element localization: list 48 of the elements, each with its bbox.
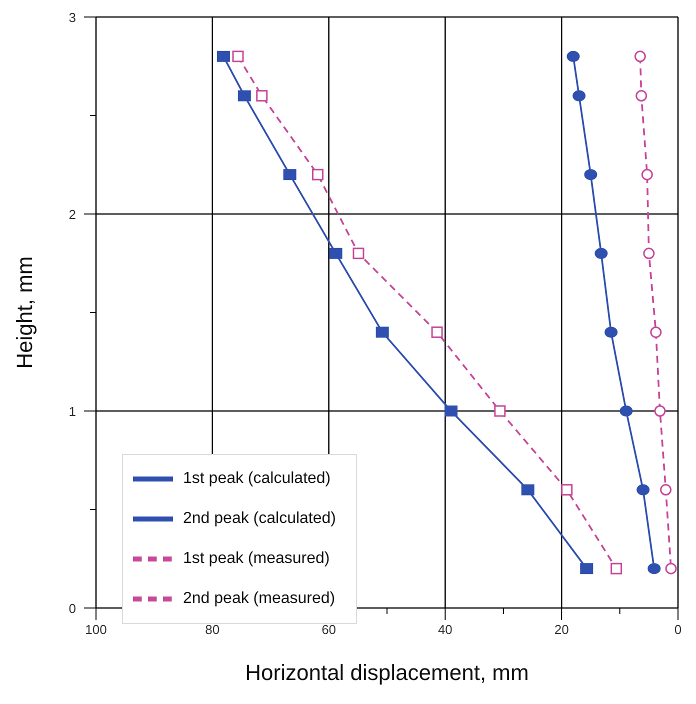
x-tick-label: 100: [85, 622, 107, 637]
point: [594, 248, 608, 259]
point: [610, 562, 622, 574]
point: [521, 484, 534, 496]
point: [665, 562, 677, 574]
legend-label: 2nd peak (measured): [183, 590, 336, 608]
point: [232, 50, 244, 62]
point: [431, 326, 443, 338]
y-tick-label: 3: [68, 10, 76, 25]
y-tick-label: 0: [68, 601, 76, 616]
y-tick-label: 2: [68, 207, 76, 222]
point: [561, 484, 573, 496]
point: [283, 169, 296, 180]
point: [572, 90, 586, 102]
y-axis-title: Height, mm: [12, 256, 37, 369]
x-axis-title: Horizontal displacement, mm: [245, 660, 529, 685]
point: [312, 168, 324, 180]
point: [352, 248, 364, 260]
point: [494, 405, 506, 417]
point: [634, 50, 646, 62]
point: [580, 563, 594, 574]
point: [256, 90, 268, 102]
point: [444, 406, 458, 416]
legend-label: 1st peak (calculated): [183, 470, 331, 488]
legend-label: 2nd peak (calculated): [183, 510, 336, 528]
point: [566, 50, 580, 62]
y-tick-label: 1: [68, 404, 76, 419]
point: [376, 326, 389, 338]
point: [648, 563, 661, 574]
point: [643, 248, 655, 260]
legend-label: 1st peak (measured): [183, 550, 330, 568]
point: [636, 484, 650, 496]
point: [604, 326, 618, 338]
point: [584, 169, 598, 180]
point: [650, 326, 662, 338]
point: [654, 405, 666, 417]
x-tick-label: 0: [674, 622, 682, 637]
point: [216, 50, 230, 62]
x-tick-label: 60: [322, 622, 336, 637]
x-tick-label: 40: [438, 622, 452, 637]
point: [620, 406, 633, 416]
x-tick-label: 80: [205, 622, 220, 637]
x-tick-label: 20: [554, 622, 569, 637]
point: [641, 168, 653, 180]
point: [238, 90, 251, 102]
point: [636, 90, 648, 102]
point: [329, 248, 342, 259]
point: [660, 484, 672, 496]
